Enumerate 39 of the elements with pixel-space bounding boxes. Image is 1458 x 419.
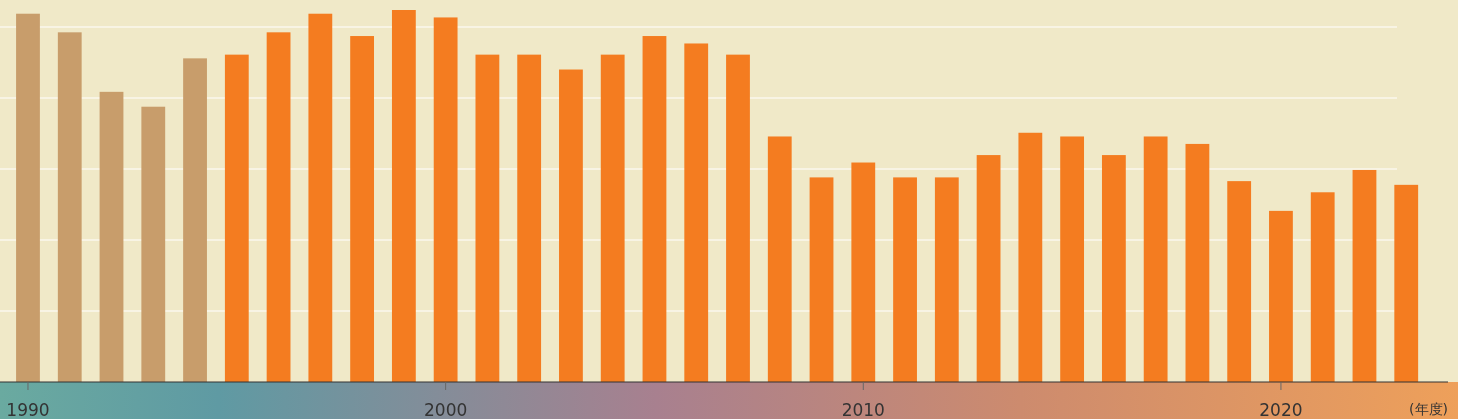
bar <box>16 13 40 382</box>
bar <box>893 177 917 382</box>
bar <box>726 54 750 382</box>
bar <box>1310 192 1335 382</box>
x-axis-title: (年度) <box>1409 401 1448 417</box>
bar <box>600 54 625 382</box>
bar <box>1143 136 1168 382</box>
bar <box>1269 210 1293 382</box>
bar <box>1060 136 1085 382</box>
bar <box>308 13 333 382</box>
bar <box>934 177 959 382</box>
bar <box>224 54 249 382</box>
bar <box>350 36 375 382</box>
bar <box>433 17 458 382</box>
bar <box>684 43 709 382</box>
bar <box>266 32 291 382</box>
bar <box>475 54 500 382</box>
x-tick-label: 1990 <box>6 400 50 419</box>
bar <box>642 36 667 382</box>
bar <box>809 177 834 382</box>
bar <box>1227 181 1252 382</box>
bar <box>1101 155 1126 382</box>
bar <box>183 58 207 382</box>
bar <box>767 136 792 382</box>
bar <box>391 10 416 382</box>
bar <box>1018 132 1043 382</box>
bar <box>1394 184 1419 382</box>
bar <box>99 91 124 382</box>
bar <box>1185 143 1210 382</box>
bar <box>1352 169 1377 382</box>
x-tick-label: 2010 <box>841 400 885 419</box>
bar <box>517 54 542 382</box>
bar <box>141 106 166 382</box>
bar <box>976 155 1001 382</box>
x-tick-label: 2000 <box>424 400 468 419</box>
x-tick-label: 2020 <box>1259 400 1303 419</box>
bar <box>559 69 583 382</box>
bar <box>57 32 82 382</box>
bar <box>851 162 876 382</box>
